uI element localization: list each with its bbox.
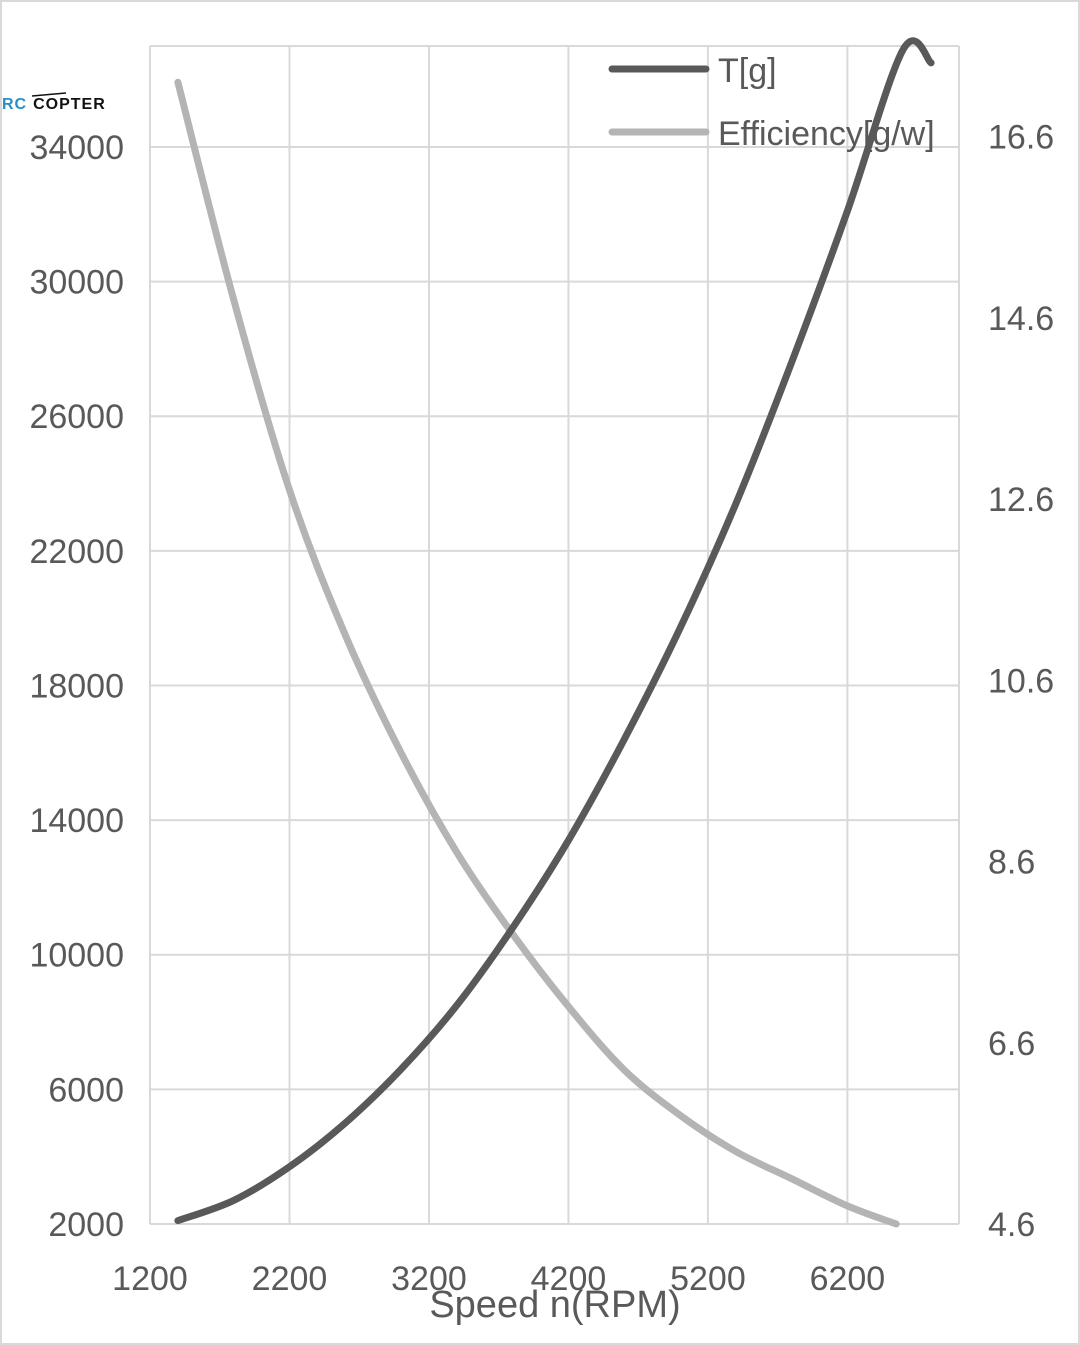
x-axis-title: Speed n(RPM) (429, 1284, 680, 1326)
y2-tick-label: 12.6 (988, 481, 1054, 519)
y-tick-label: 14000 (29, 802, 124, 840)
logo-rc-text: RC (2, 96, 28, 113)
y-tick-label: 30000 (29, 264, 124, 302)
x-tick-label: 4200 (531, 1260, 607, 1298)
x-axis-tick-labels: 1200 2200 3200 4200 5200 6200 (112, 1260, 885, 1298)
y2-tick-label: 6.6 (988, 1025, 1035, 1063)
x-tick-label: 2200 (252, 1260, 328, 1298)
y-tick-label: 6000 (48, 1071, 124, 1109)
y-tick-label: 10000 (29, 937, 124, 975)
logo-copter-text: COPTER (33, 96, 106, 113)
series-lines (174, 37, 935, 1228)
y-tick-label: 26000 (29, 398, 124, 436)
y-tick-label: 22000 (29, 533, 124, 571)
x-tick-label: 5200 (670, 1260, 746, 1298)
left-axis-tick-labels: 2000 6000 10000 14000 18000 22000 26000 30000 34… (29, 129, 124, 1244)
series-line-efficiency (174, 78, 900, 1228)
x-tick-label: 3200 (391, 1260, 467, 1298)
x-tick-label: 6200 (810, 1260, 886, 1298)
rotor-icon (32, 92, 67, 97)
y-tick-label: 34000 (29, 129, 124, 167)
y2-tick-label: 4.6 (988, 1206, 1035, 1244)
y-tick-label: 2000 (48, 1206, 124, 1244)
series-line-thrust (174, 37, 935, 1225)
legend: T[g] Efficiency[g/w] (608, 52, 935, 153)
y2-tick-label: 10.6 (988, 662, 1054, 700)
y2-tick-label: 16.6 (988, 119, 1054, 157)
y2-tick-label: 8.6 (988, 844, 1035, 882)
y2-tick-label: 14.6 (988, 300, 1054, 338)
right-axis-tick-labels: 4.6 6.6 8.6 10.6 12.6 14.6 16.6 (988, 119, 1054, 1244)
y-tick-label: 18000 (29, 667, 124, 705)
grid-lines (149, 45, 960, 1225)
rc-copter-logo: RC COPTER (2, 92, 106, 124)
legend-label-efficiency: Efficiency[g/w] (718, 115, 935, 153)
legend-label-thrust: T[g] (718, 52, 777, 90)
x-tick-label: 1200 (112, 1260, 188, 1298)
